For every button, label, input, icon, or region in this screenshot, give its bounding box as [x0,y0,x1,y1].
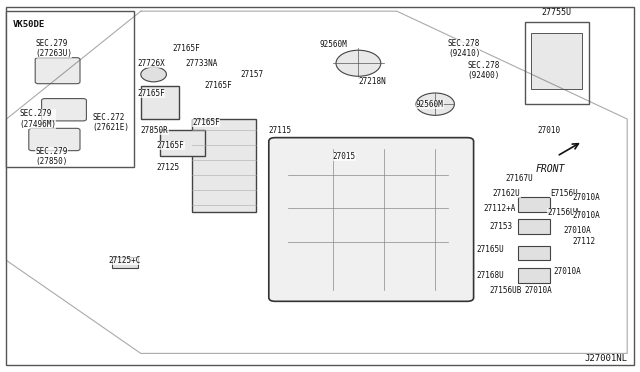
Text: SEC.279
(27263U): SEC.279 (27263U) [35,39,72,58]
Text: 27125: 27125 [157,163,180,172]
Text: 27010A: 27010A [573,211,600,220]
Text: 27755U: 27755U [542,8,572,17]
FancyBboxPatch shape [29,128,80,151]
Text: SEC.279
(27850): SEC.279 (27850) [35,147,68,166]
Bar [141,86,179,119]
Text: 27112+A: 27112+A [483,204,516,213]
Text: SEC.279
(27496M): SEC.279 (27496M) [19,109,56,129]
Text: 27165F: 27165F [173,44,200,53]
Text: 27165F: 27165F [138,89,165,97]
Text: 27112: 27112 [573,237,596,246]
Text: E7156U: E7156U [550,189,578,198]
Text: 27726X: 27726X [138,59,165,68]
Text: FRONT: FRONT [536,164,565,174]
Bar [518,268,550,283]
Bar [160,130,205,156]
Text: SEC.272
(27621E): SEC.272 (27621E) [93,113,130,132]
Circle shape [141,67,166,82]
Text: SEC.278
(92410): SEC.278 (92410) [448,39,481,58]
Text: SEC.278
(92400): SEC.278 (92400) [467,61,500,80]
Text: 27010A: 27010A [573,193,600,202]
Bar [192,119,256,212]
Text: 27168U: 27168U [477,271,504,280]
Text: 27156UA: 27156UA [547,208,580,217]
Text: VK50DE: VK50DE [13,20,45,29]
Text: 27125+C: 27125+C [109,256,141,265]
Text: 27156UB: 27156UB [490,286,522,295]
Text: 27115: 27115 [269,126,292,135]
Bar [531,33,582,89]
Bar [518,197,550,212]
Circle shape [416,93,454,115]
FancyBboxPatch shape [269,138,474,301]
Text: 27010A: 27010A [554,267,581,276]
Text: 92560M: 92560M [320,40,348,49]
Text: 27850R: 27850R [141,126,168,135]
FancyBboxPatch shape [42,99,86,121]
Text: 27010: 27010 [538,126,561,135]
Text: 27015: 27015 [333,152,356,161]
Text: 27165F: 27165F [205,81,232,90]
Text: 27167U: 27167U [506,174,533,183]
Text: 27010A: 27010A [563,226,591,235]
Bar [518,219,550,234]
Text: 27010A: 27010A [525,286,552,295]
Text: J27001NL: J27001NL [584,354,627,363]
Text: 27162U: 27162U [493,189,520,198]
Bar [525,22,589,104]
Text: 92560M: 92560M [416,100,444,109]
Text: 27733NA: 27733NA [186,59,218,68]
Circle shape [336,50,381,76]
Bar [112,257,138,268]
Text: 27165F: 27165F [157,141,184,150]
Text: 27165F: 27165F [192,118,220,127]
FancyBboxPatch shape [35,58,80,84]
Bar [6,11,134,167]
Text: 27157: 27157 [240,70,263,79]
Text: 27218N: 27218N [358,77,386,86]
Bar [518,246,550,260]
Text: 27165U: 27165U [477,245,504,254]
Text: 27153: 27153 [490,222,513,231]
